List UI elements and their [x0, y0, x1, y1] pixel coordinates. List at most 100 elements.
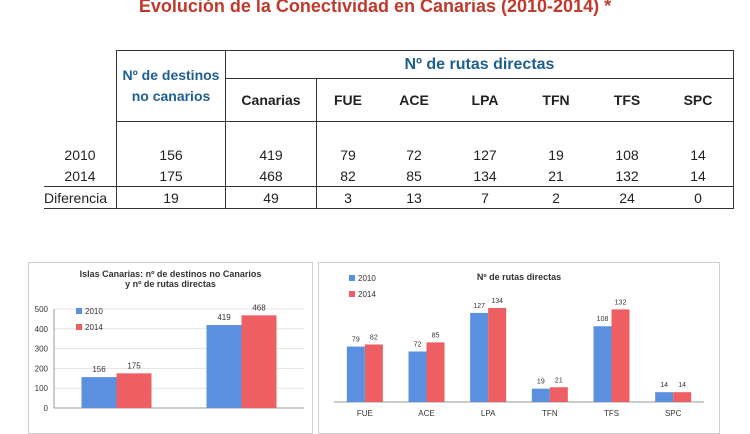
cell-value: 108 [615, 146, 639, 163]
chart2-category-label: LPA [481, 409, 496, 418]
row-label: 2010 [44, 144, 117, 165]
chart2-plot: 79 82 FUE 72 85 ACE 127 134 LPA 19 21 TFN 108 132 TFS 1… [334, 274, 704, 418]
chart1-ytick-label: 200 [35, 364, 49, 373]
chart1-data-label: 468 [252, 303, 266, 312]
chart2-data-label: 85 [432, 332, 440, 339]
chart2-data-label: 127 [473, 303, 485, 310]
cell-value: 2 [521, 186, 591, 209]
chart1-ytick-label: 0 [44, 404, 49, 413]
cell-value: 134 [473, 167, 497, 184]
cell-value: 419 [225, 144, 317, 165]
chart2-category-label: TFN [542, 409, 558, 418]
table-spacer-cell [521, 122, 591, 145]
cell-destinos: 175 [116, 165, 226, 187]
cell-value: 49 [225, 186, 317, 209]
page-title: Evolución de la Conectividad en Canarias… [138, 0, 612, 16]
chart2-bar-2010-SPC [655, 392, 674, 402]
chart2-bar-2014-SPC [673, 392, 692, 402]
chart1-ytick-label: 100 [35, 384, 49, 393]
chart2-data-label: 14 [678, 382, 686, 389]
table-spacer-cell [449, 122, 521, 145]
chart2-data-label: 21 [555, 377, 563, 384]
chart2-title: Nº de rutas directas [476, 272, 562, 282]
chart1-legend-label-2010: 2010 [85, 307, 103, 316]
table-spacer-cell [379, 122, 449, 145]
header-destinos: Nº de destinos no canarios [116, 50, 226, 122]
cell-destinos: 19 [116, 186, 226, 209]
chart2-category-label: FUE [357, 409, 373, 418]
chart1-bar-2014-1 [241, 315, 277, 408]
chart1-legend-swatch-2014 [76, 324, 82, 330]
chart2-data-label: 79 [352, 337, 360, 344]
chart2-bar-2010-TFN [531, 388, 550, 402]
chart2-data-label: 108 [597, 316, 609, 323]
chart1-ytick-label: 400 [35, 325, 49, 334]
table-spacer-cell [317, 122, 380, 145]
row-label: 2014 [44, 165, 117, 187]
chart2-data-label: 72 [414, 341, 422, 348]
chart1-data-label: 156 [92, 365, 106, 374]
header-rutas-directas: Nº de rutas directas [225, 50, 734, 79]
chart2-bar-2010-FUE [346, 346, 365, 402]
chart1-data-label: 419 [217, 313, 231, 322]
chart2-category-label: TFS [604, 409, 619, 418]
table-spacer-row [44, 121, 734, 145]
cell-value: 14 [663, 144, 734, 165]
cell-value: 127 [473, 146, 497, 163]
chart2-bar-2014-TFS [611, 309, 630, 402]
column-header-spc: SPC [663, 78, 734, 122]
chart1-ytick-label: 300 [35, 345, 49, 354]
chart2-bar-2014-FUE [364, 344, 383, 402]
chart2-data-label: 132 [615, 299, 627, 306]
table-spacer-cell [116, 121, 226, 144]
column-header-ace: ACE [379, 78, 449, 122]
chart2-data-label: 14 [660, 382, 668, 389]
column-header-lpa: LPA [449, 78, 521, 122]
chart1-bar-2014-0 [116, 373, 152, 408]
chart1-ytick-label: 500 [35, 305, 49, 314]
connectivity-table: Nº de destinos no canarios Nº de rutas di… [44, 50, 734, 209]
cell-value: 468 [225, 165, 317, 187]
table-spacer-cell [591, 122, 663, 145]
chart1-legend-label-2014: 2014 [85, 323, 103, 332]
chart2-bar-2014-TFN [549, 387, 568, 402]
column-header-tfn: TFN [521, 78, 591, 122]
chart-rutas-directas: Nº de rutas directas 79 82 FUE 72 85 ACE 127 13… [318, 262, 720, 434]
chart2-bar-2010-LPA [470, 312, 489, 402]
cell-value: 13 [379, 186, 449, 209]
column-header-fue: FUE [316, 78, 379, 122]
table-header-row: Nº de destinos no canarios Nº de rutas di… [44, 50, 734, 122]
chart1-bar-2010-1 [206, 325, 242, 408]
chart-destinos-rutas: Islas Canarias: nº de destinos no Canari… [28, 262, 313, 434]
table-row: 2010 156 419 79 72 127 19 108 14 [44, 144, 734, 165]
column-header-tfs: TFS [591, 78, 663, 122]
chart1-plot: 0 100 200 300 400 500 156 175 419 468 2010 2014 [35, 303, 304, 413]
cell-value: 132 [615, 167, 639, 184]
table-corner [44, 50, 117, 122]
cell-value: 3 [316, 186, 379, 209]
chart2-bar-2010-ACE [408, 351, 427, 402]
chart2-legend-swatch-2010 [349, 275, 355, 281]
chart2-legend-swatch-2014 [349, 291, 355, 297]
row-label: Diferencia [44, 186, 117, 209]
chart2-category-label: SPC [665, 409, 682, 418]
table-row: Diferencia 19 49 3 13 7 2 24 0 [44, 186, 734, 209]
chart1-bar-2010-0 [81, 377, 117, 408]
table-spacer-cell [225, 121, 317, 144]
cell-value: 21 [548, 167, 564, 184]
cell-value: 79 [340, 146, 356, 163]
cell-value: 19 [548, 146, 564, 163]
chart2-data-label: 134 [491, 298, 503, 305]
cell-value: 0 [663, 186, 734, 209]
chart2-data-label: 19 [537, 379, 545, 386]
cell-destinos: 156 [116, 144, 226, 165]
table-row: 2014 175 468 82 85 134 21 132 14 [44, 165, 734, 187]
table-spacer-cell [44, 121, 117, 144]
cell-value: 82 [340, 167, 356, 184]
cell-value: 85 [406, 167, 422, 184]
chart2-bar-2014-LPA [488, 308, 507, 402]
chart2-legend-label-2010: 2010 [358, 274, 376, 283]
chart2-bar-2010-TFS [593, 326, 612, 402]
chart1-title: Islas Canarias: nº de destinos no Canari… [29, 269, 312, 289]
chart1-title-line1: Islas Canarias: nº de destinos no Canari… [79, 269, 262, 279]
